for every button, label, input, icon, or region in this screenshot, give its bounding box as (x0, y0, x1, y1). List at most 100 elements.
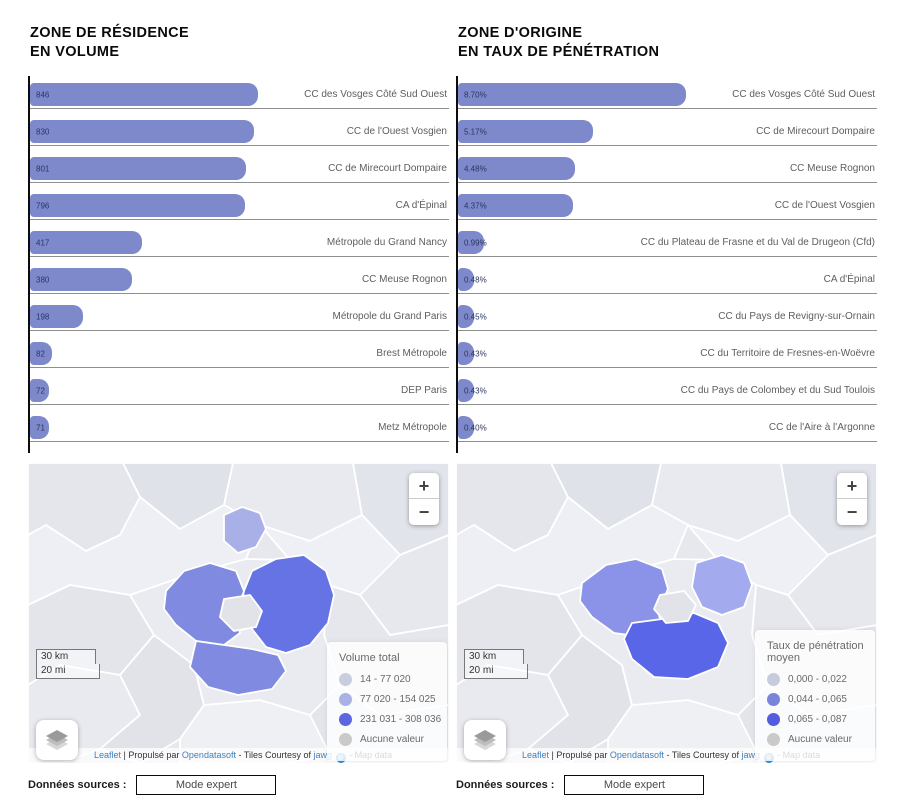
bar-category-label: CC des Vosges Côté Sud Ouest (304, 89, 447, 101)
row-separator (458, 256, 877, 258)
bar[interactable]: 846 (30, 83, 258, 107)
bar-category-label: CC de Mirecourt Dompaire (328, 163, 447, 175)
bar[interactable]: 796 (30, 194, 245, 218)
map-legend: Taux de pénétration moyen 0,000 - 0,022 0… (755, 630, 875, 762)
choropleth-map-volume[interactable]: + − 30 km 20 mi Leaflet | Propulsé par O… (28, 463, 449, 764)
row-separator (30, 330, 449, 332)
zoom-in-button[interactable]: + (837, 473, 867, 500)
legend-items: 14 - 77 020 77 020 - 154 025 231 031 - 308… (339, 673, 441, 747)
bar-category-label: Métropole du Grand Nancy (326, 237, 447, 249)
bar[interactable]: 801 (30, 157, 246, 181)
map-legend: Volume total 14 - 77 020 77 020 - 154 025… (327, 642, 447, 762)
bar[interactable]: 4.37% (458, 194, 573, 218)
bar-category-label: CC de l'Ouest Vosgien (774, 200, 875, 212)
bar[interactable]: 0.48% (458, 268, 487, 292)
bar[interactable]: 0.99% (458, 231, 487, 255)
bar-row: 0.99% CC du Plateau de Frasne et du Val d… (458, 231, 877, 268)
bar[interactable]: 4.48% (458, 157, 576, 181)
panel-origine-taux: ZONE D'ORIGINE EN TAUX DE PÉNÉTRATION 8.… (456, 24, 877, 804)
bar[interactable]: 82 (30, 342, 53, 366)
bar-value-label: 796 (36, 201, 50, 211)
row-separator (30, 182, 449, 184)
bar-value-label: 417 (36, 238, 50, 248)
bar-row: 801 CC de Mirecourt Dompaire (30, 157, 449, 194)
choropleth-map-taux[interactable]: + − 30 km 20 mi Leaflet | Propulsé par O… (456, 463, 877, 764)
bar-chart-volume: 846 CC des Vosges Côté Sud Ouest 830 CC de … (28, 76, 449, 454)
bar-category-label: CA d'Épinal (395, 200, 447, 212)
leaflet-link[interactable]: Leaflet (94, 750, 122, 761)
jawg-link[interactable]: jawg (313, 750, 333, 761)
layers-control[interactable] (36, 720, 78, 761)
bar-value-label: 5.17% (464, 127, 487, 137)
legend-item: Aucune valeur (339, 733, 437, 747)
legend-item: Aucune valeur (767, 733, 865, 747)
legend-item: 0,065 - 0,087 (767, 713, 865, 727)
bar[interactable]: 0.45% (458, 305, 487, 329)
map-zoom-control: + − (837, 473, 867, 526)
legend-item-label: 14 - 77 020 (360, 674, 411, 686)
row-separator (458, 441, 877, 443)
bar-row: 198 Métropole du Grand Paris (30, 305, 449, 342)
title-line2: EN TAUX DE PÉNÉTRATION (458, 44, 660, 61)
bar-category-label: CC des Vosges Côté Sud Ouest (732, 89, 875, 101)
bar-value-label: 0.40% (464, 423, 487, 433)
title-line1: ZONE DE RÉSIDENCE (30, 25, 190, 41)
legend-item-label: 0,000 - 0,022 (788, 674, 847, 686)
attr-tiles: Tiles Courtesy of (243, 750, 312, 761)
page-title: ZONE DE RÉSIDENCE EN VOLUME (30, 24, 449, 62)
zoom-in-button[interactable]: + (409, 473, 439, 500)
bar[interactable]: 198 (30, 305, 84, 329)
region-medium-south (189, 640, 287, 697)
row-separator (458, 219, 877, 221)
data-sources-label: Données sources : (456, 779, 555, 792)
bar[interactable]: 8.70% (458, 83, 686, 107)
bar[interactable]: 830 (30, 120, 254, 144)
bar-row: 796 CA d'Épinal (30, 194, 449, 231)
layers-icon (474, 730, 496, 751)
data-sources-label: Données sources : (28, 779, 127, 792)
bar-row: 417 Métropole du Grand Nancy (30, 231, 449, 268)
panel-residence-volume: ZONE DE RÉSIDENCE EN VOLUME 846 CC des Vo… (28, 24, 449, 804)
bar-chart-taux: 8.70% CC des Vosges Côté Sud Ouest 5.17% CC… (456, 76, 877, 454)
legend-item-label: 231 031 - 308 036 (360, 714, 442, 726)
bar-category-label: CC Meuse Rognon (361, 274, 447, 286)
layers-control[interactable] (464, 720, 506, 761)
expert-mode-button[interactable]: Mode expert (136, 775, 277, 796)
opendatasoft-link[interactable]: Opendatasoft (181, 750, 236, 761)
zoom-out-button[interactable]: − (409, 499, 439, 526)
leaflet-link[interactable]: Leaflet (522, 750, 550, 761)
bar[interactable]: 380 (30, 268, 133, 292)
bar[interactable]: 0.40% (458, 416, 487, 440)
bar-value-label: 0.45% (464, 312, 487, 322)
bar[interactable]: 0.43% (458, 342, 487, 366)
map-canvas[interactable] (28, 463, 449, 764)
legend-swatch-icon (339, 713, 352, 727)
bar[interactable]: 71 (30, 416, 50, 440)
legend-item-label: Aucune valeur (788, 734, 852, 746)
zoom-out-button[interactable]: − (837, 499, 867, 526)
jawg-link[interactable]: jawg (741, 750, 761, 761)
scale-km: 30 km (464, 649, 524, 665)
map-scale-control: 30 km 20 mi (36, 649, 100, 680)
panel-footer: Données sources : Mode expert (28, 775, 449, 796)
bar-row: 0.43% CC du Territoire de Fresnes-en-Woëv… (458, 342, 877, 379)
bar-value-label: 198 (36, 312, 50, 322)
bar[interactable]: 417 (30, 231, 143, 255)
bar[interactable]: 5.17% (458, 120, 594, 144)
row-separator (30, 293, 449, 295)
legend-item: 0,000 - 0,022 (767, 673, 865, 687)
attr-sep: | (121, 750, 129, 761)
legend-item-label: Aucune valeur (360, 734, 424, 746)
bar-category-label: DEP Paris (401, 385, 447, 397)
opendatasoft-link[interactable]: Opendatasoft (609, 750, 664, 761)
row-separator (30, 145, 449, 147)
legend-item-label: 0,044 - 0,065 (788, 694, 847, 706)
bar-value-label: 801 (36, 164, 50, 174)
bar[interactable]: 72 (30, 379, 50, 403)
expert-mode-button[interactable]: Mode expert (564, 775, 705, 796)
bar[interactable]: 0.43% (458, 379, 487, 403)
row-separator (458, 404, 877, 406)
bar-row: 0.45% CC du Pays de Revigny-sur-Ornain (458, 305, 877, 342)
legend-title: Taux de pénétration moyen (767, 640, 864, 665)
